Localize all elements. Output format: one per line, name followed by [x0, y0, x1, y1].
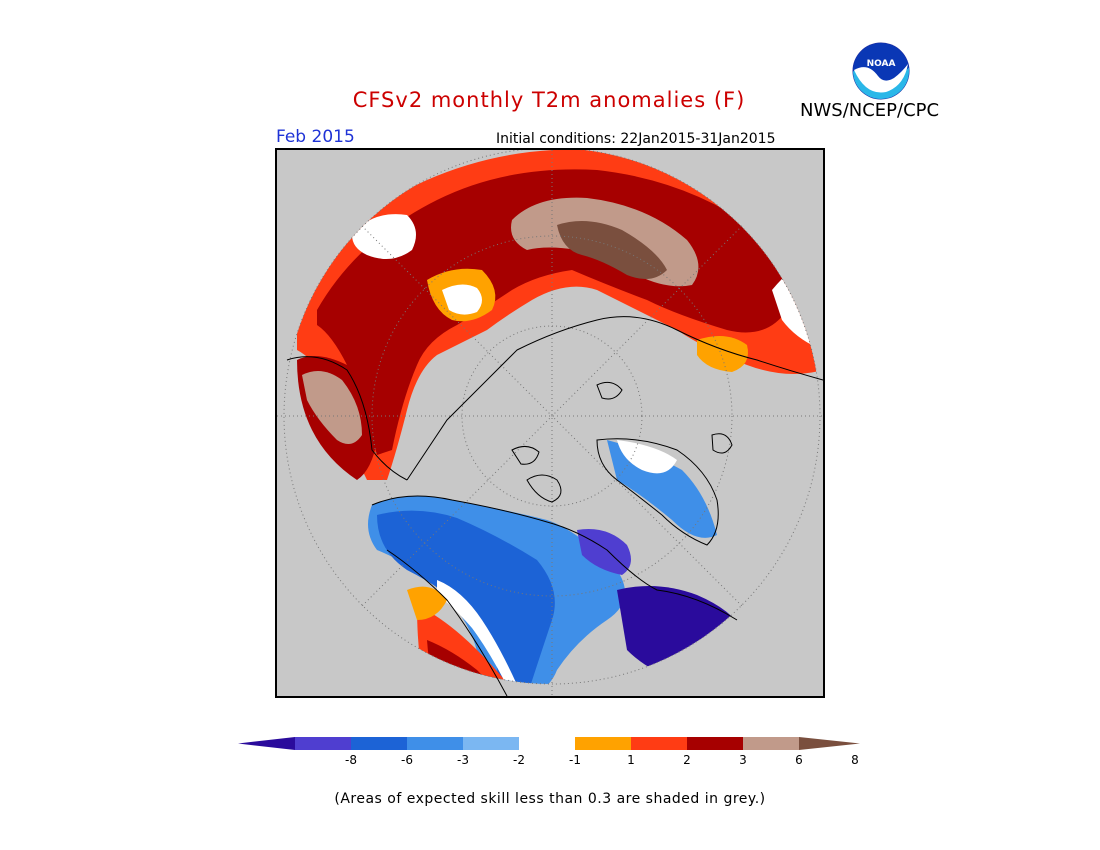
legend-segment [295, 737, 351, 750]
neutral-band-west [437, 580, 522, 684]
neutral-area-scandinavia [352, 214, 416, 259]
legend-segment [743, 737, 799, 750]
legend-segment [351, 737, 407, 750]
map-title: CFSv2 monthly T2m anomalies (F) [352, 88, 746, 112]
legend-segment [575, 737, 631, 750]
legend-tick-label: -3 [457, 753, 469, 767]
legend-tick-label: 2 [683, 753, 691, 767]
skill-note: (Areas of expected skill less than 0.3 a… [334, 791, 766, 807]
legend-tick-label: 6 [795, 753, 803, 767]
legend-tick-label: 3 [739, 753, 747, 767]
noaa-logo: NOAA [852, 42, 910, 100]
anomaly-map-svg [277, 150, 823, 696]
legend-tick-label: -6 [401, 753, 413, 767]
neutral-area-europe [442, 284, 482, 315]
legend-segment [407, 737, 463, 750]
neutral-area-greenland [617, 440, 677, 474]
warm-area-alaska [407, 586, 447, 620]
legend-tick-label: -2 [513, 753, 525, 767]
color-legend [238, 737, 860, 750]
svg-text:NOAA: NOAA [867, 59, 896, 69]
polar-map [275, 148, 825, 698]
forecast-month: Feb 2015 [276, 127, 355, 147]
agency-label: NWS/NCEP/CPC [800, 100, 940, 121]
legend-segment [519, 737, 575, 750]
legend-arrow-low [238, 737, 295, 750]
legend-tick-label: -8 [345, 753, 357, 767]
legend-tick-label: 1 [627, 753, 635, 767]
coastlines [286, 316, 823, 696]
initial-conditions: Initial conditions: 22Jan2015-31Jan2015 [496, 131, 776, 147]
legend-tick-label: -1 [569, 753, 581, 767]
very-hot-area-central-asia [302, 371, 362, 444]
legend-segment [463, 737, 519, 750]
cold-anomaly-hudson [577, 529, 631, 575]
graticule [277, 150, 823, 696]
legend-arrow-high [799, 737, 860, 750]
extreme-anomaly-siberia [557, 221, 667, 279]
legend-segment [687, 737, 743, 750]
legend-tick-label: 8 [851, 753, 859, 767]
legend-segments [238, 737, 860, 750]
legend-segment [631, 737, 687, 750]
